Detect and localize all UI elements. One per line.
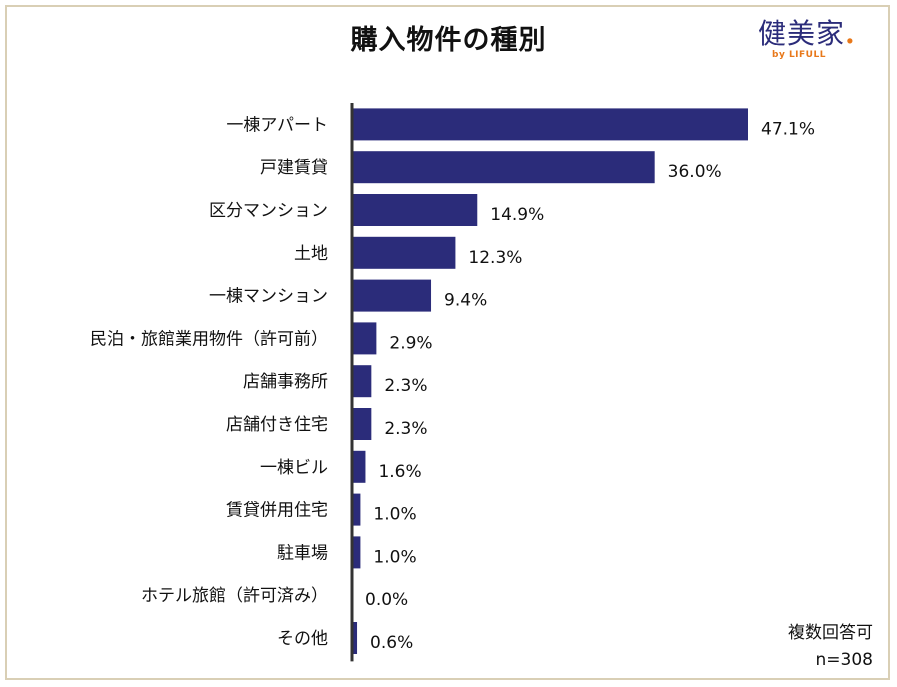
brand-logo: 健美家. by LIFULL (758, 18, 878, 61)
note-multiple-answers: 複数回答可 (788, 623, 873, 643)
value-label: 47.1% (761, 119, 815, 139)
category-label: その他 (277, 629, 328, 649)
category-label: 一棟マンション (209, 287, 328, 307)
logo-dot: . (845, 17, 856, 50)
value-label: 1.0% (373, 505, 416, 525)
bar (352, 236, 456, 269)
category-label: ホテル旅館（許可済み） (141, 586, 328, 606)
category-label: 店舗事務所 (243, 372, 328, 392)
note-sample-size: n=308 (815, 650, 873, 670)
category-label: 戸建賃貸 (260, 158, 328, 178)
value-label: 2.9% (389, 333, 432, 353)
value-label: 2.3% (384, 419, 427, 439)
value-label: 0.0% (365, 590, 408, 610)
bar (352, 194, 478, 226)
logo-text: 健美家 (758, 17, 846, 50)
value-label: 1.0% (373, 547, 416, 567)
value-label: 2.3% (384, 376, 427, 396)
value-label: 9.4% (444, 291, 487, 311)
value-label: 1.6% (378, 462, 421, 482)
category-label: 一棟アパート (226, 115, 328, 135)
category-label: 店舗付き住宅 (226, 415, 328, 435)
bar (352, 536, 361, 569)
category-label: 区分マンション (209, 201, 328, 221)
value-label: 14.9% (490, 205, 544, 225)
bar (352, 322, 377, 355)
bar (352, 365, 372, 398)
bar (352, 151, 655, 184)
category-label: 一棟ビル (260, 458, 328, 478)
chart-frame (5, 5, 890, 680)
logo-subtitle: by LIFULL (772, 50, 826, 60)
category-label: 駐車場 (277, 543, 328, 563)
category-label: 賃貸併用住宅 (226, 501, 328, 521)
bar (352, 450, 366, 483)
value-label: 36.0% (668, 162, 722, 182)
bar (352, 622, 358, 654)
bar (352, 408, 372, 440)
value-label: 12.3% (468, 248, 522, 268)
logo-wordmark: 健美家. (758, 18, 878, 50)
category-label: 民泊・旅館業用物件（許可前） (90, 329, 328, 349)
chart-note: 複数回答可 n=308 (788, 620, 873, 674)
bar (352, 108, 748, 141)
chart-title: 購入物件の種別 (350, 25, 547, 56)
value-label: 0.6% (370, 633, 413, 653)
bar (352, 493, 361, 526)
bar (352, 279, 432, 312)
category-label: 土地 (294, 244, 328, 264)
